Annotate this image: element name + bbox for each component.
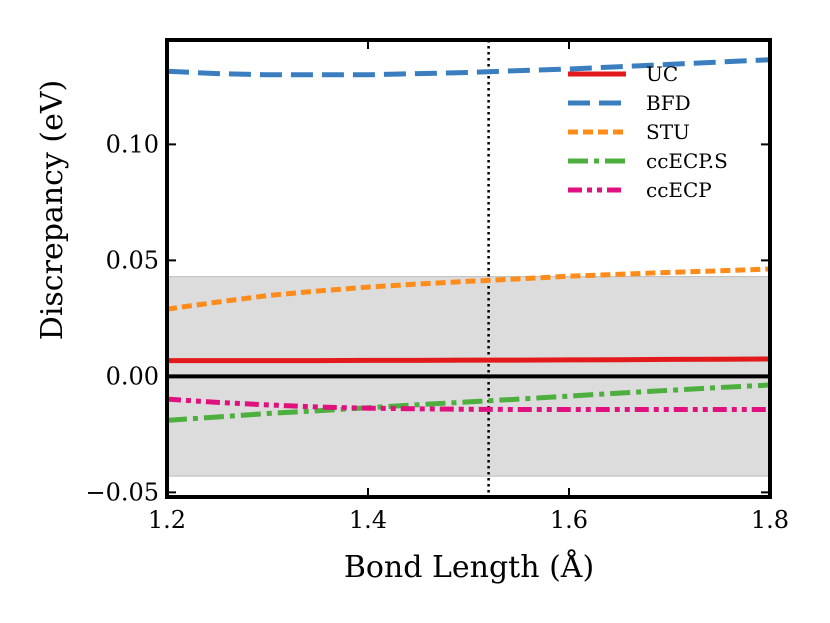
x-tick-label: 1.6 [550, 506, 588, 534]
legend: UC BFD STU ccECP.S ccECP [568, 62, 728, 202]
x-tick-label: 1.8 [751, 506, 789, 534]
legend-label-uc: UC [646, 62, 678, 86]
y-tick-label: −0.05 [85, 478, 159, 506]
series-line-stu [167, 266, 770, 312]
series-line-ccecp [167, 396, 770, 412]
legend-label-stu: STU [646, 120, 690, 144]
y-tick-label: 0.00 [106, 362, 159, 390]
plot-frame [165, 38, 772, 499]
legend-label-ccecp-s: ccECP.S [646, 149, 728, 173]
x-axis-label: Bond Length (Å) [344, 549, 594, 585]
plot-area [166, 40, 771, 497]
y-tick-label: 0.10 [106, 130, 159, 158]
y-tick-label: 0.05 [106, 246, 159, 274]
series-line-bfd [167, 57, 770, 78]
legend-label-ccecp: ccECP [646, 178, 712, 202]
legend-label-bfd: BFD [646, 91, 691, 115]
y-axis-label: Discrepancy (eV) [35, 80, 70, 340]
x-tick-label: 1.2 [148, 506, 186, 534]
series-line-ccecp-s [167, 382, 770, 423]
series-line-uc [167, 356, 770, 364]
x-tick-label: 1.4 [349, 506, 387, 534]
axes: 1.2 1.4 1.6 1.8 −0.05 0.00 0.05 0.10 [85, 38, 789, 534]
